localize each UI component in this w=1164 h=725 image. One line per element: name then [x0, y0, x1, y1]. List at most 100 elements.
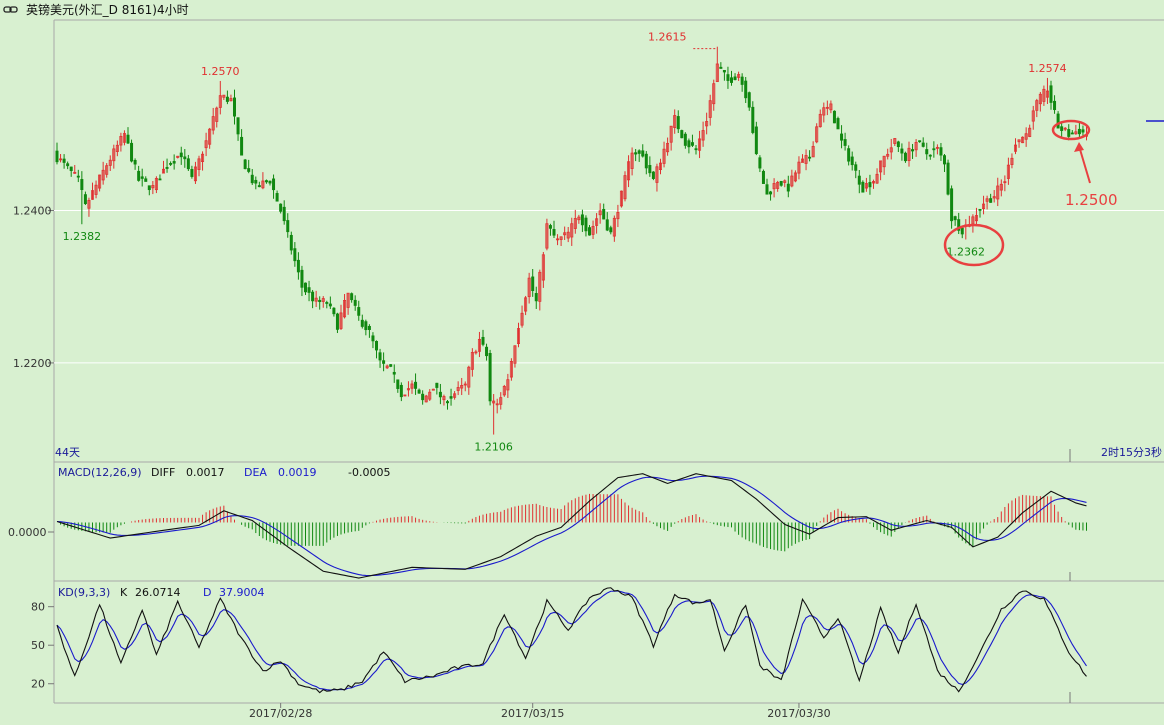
- candle[interactable]: [836, 116, 840, 130]
- candle[interactable]: [1021, 136, 1025, 144]
- candle[interactable]: [815, 123, 819, 144]
- candle[interactable]: [307, 280, 311, 302]
- candle[interactable]: [914, 139, 918, 157]
- candle[interactable]: [474, 349, 478, 355]
- candle[interactable]: [1063, 127, 1067, 132]
- candle[interactable]: [424, 394, 428, 403]
- candle[interactable]: [559, 236, 563, 246]
- candle[interactable]: [325, 300, 329, 309]
- candle[interactable]: [485, 343, 489, 361]
- chain-link-icon[interactable]: [3, 6, 18, 13]
- candle[interactable]: [470, 348, 474, 377]
- candle[interactable]: [55, 142, 59, 165]
- candle[interactable]: [832, 110, 836, 124]
- candle[interactable]: [300, 265, 304, 297]
- candle[interactable]: [552, 220, 556, 238]
- candle[interactable]: [161, 160, 165, 174]
- candle[interactable]: [609, 225, 613, 235]
- candle[interactable]: [91, 182, 95, 200]
- candle[interactable]: [996, 177, 1000, 207]
- candle[interactable]: [772, 178, 776, 198]
- candle[interactable]: [541, 251, 545, 288]
- candle[interactable]: [378, 348, 382, 368]
- candle[interactable]: [662, 141, 666, 168]
- candle[interactable]: [126, 127, 130, 145]
- candle[interactable]: [229, 94, 233, 102]
- candle[interactable]: [303, 282, 307, 295]
- candle[interactable]: [449, 388, 453, 406]
- candle[interactable]: [186, 154, 190, 171]
- candle[interactable]: [705, 112, 709, 135]
- candle[interactable]: [442, 394, 446, 406]
- candle[interactable]: [232, 89, 236, 125]
- candle[interactable]: [374, 340, 378, 359]
- candle[interactable]: [218, 80, 222, 115]
- candle[interactable]: [765, 178, 769, 195]
- candle[interactable]: [392, 364, 396, 383]
- candle[interactable]: [953, 215, 957, 226]
- candle[interactable]: [545, 218, 549, 251]
- candle[interactable]: [94, 180, 98, 199]
- candle[interactable]: [882, 155, 886, 175]
- candle[interactable]: [154, 176, 158, 194]
- candle[interactable]: [712, 79, 716, 111]
- candle[interactable]: [989, 193, 993, 203]
- candle[interactable]: [1081, 125, 1085, 138]
- candle[interactable]: [59, 154, 63, 163]
- candle[interactable]: [112, 144, 116, 169]
- candle[interactable]: [414, 373, 418, 395]
- candle[interactable]: [279, 203, 283, 214]
- candle[interactable]: [715, 46, 719, 83]
- candle[interactable]: [520, 305, 524, 328]
- candle[interactable]: [240, 129, 244, 156]
- candle[interactable]: [758, 155, 762, 173]
- candle[interactable]: [982, 195, 986, 215]
- candle[interactable]: [488, 349, 492, 406]
- candle[interactable]: [76, 169, 80, 183]
- candle[interactable]: [751, 101, 755, 135]
- candle[interactable]: [371, 332, 375, 349]
- candle[interactable]: [1038, 91, 1042, 112]
- candle[interactable]: [644, 151, 648, 175]
- candle[interactable]: [417, 388, 421, 394]
- candle[interactable]: [1014, 138, 1018, 155]
- candle[interactable]: [80, 171, 84, 225]
- candle[interactable]: [687, 138, 691, 154]
- candle[interactable]: [701, 121, 705, 147]
- candle[interactable]: [133, 158, 137, 170]
- candle[interactable]: [893, 138, 897, 146]
- candle[interactable]: [453, 391, 457, 400]
- candle[interactable]: [130, 139, 134, 163]
- candle[interactable]: [790, 169, 794, 188]
- candle[interactable]: [165, 158, 169, 173]
- candle[interactable]: [634, 148, 638, 162]
- candle[interactable]: [580, 209, 584, 232]
- candle[interactable]: [268, 180, 272, 186]
- candle[interactable]: [527, 272, 531, 304]
- candle[interactable]: [669, 125, 673, 151]
- candle[interactable]: [499, 392, 503, 410]
- candle[interactable]: [847, 145, 851, 166]
- candle[interactable]: [683, 132, 687, 149]
- candle[interactable]: [193, 161, 197, 184]
- candle[interactable]: [360, 314, 364, 329]
- candle[interactable]: [563, 226, 567, 240]
- candle[interactable]: [811, 141, 815, 158]
- candle[interactable]: [786, 175, 790, 198]
- candle[interactable]: [495, 398, 499, 414]
- candle[interactable]: [367, 324, 371, 338]
- candle[interactable]: [236, 117, 240, 141]
- candle[interactable]: [73, 164, 77, 174]
- candle[interactable]: [928, 154, 932, 160]
- candle[interactable]: [698, 130, 702, 159]
- candle[interactable]: [602, 203, 606, 220]
- candle[interactable]: [584, 215, 588, 237]
- candle[interactable]: [971, 214, 975, 233]
- candle[interactable]: [623, 171, 627, 202]
- candle[interactable]: [978, 208, 982, 218]
- candle[interactable]: [641, 144, 645, 158]
- candle[interactable]: [410, 380, 414, 394]
- candle[interactable]: [406, 381, 410, 397]
- candle[interactable]: [215, 106, 219, 128]
- candle[interactable]: [776, 180, 780, 192]
